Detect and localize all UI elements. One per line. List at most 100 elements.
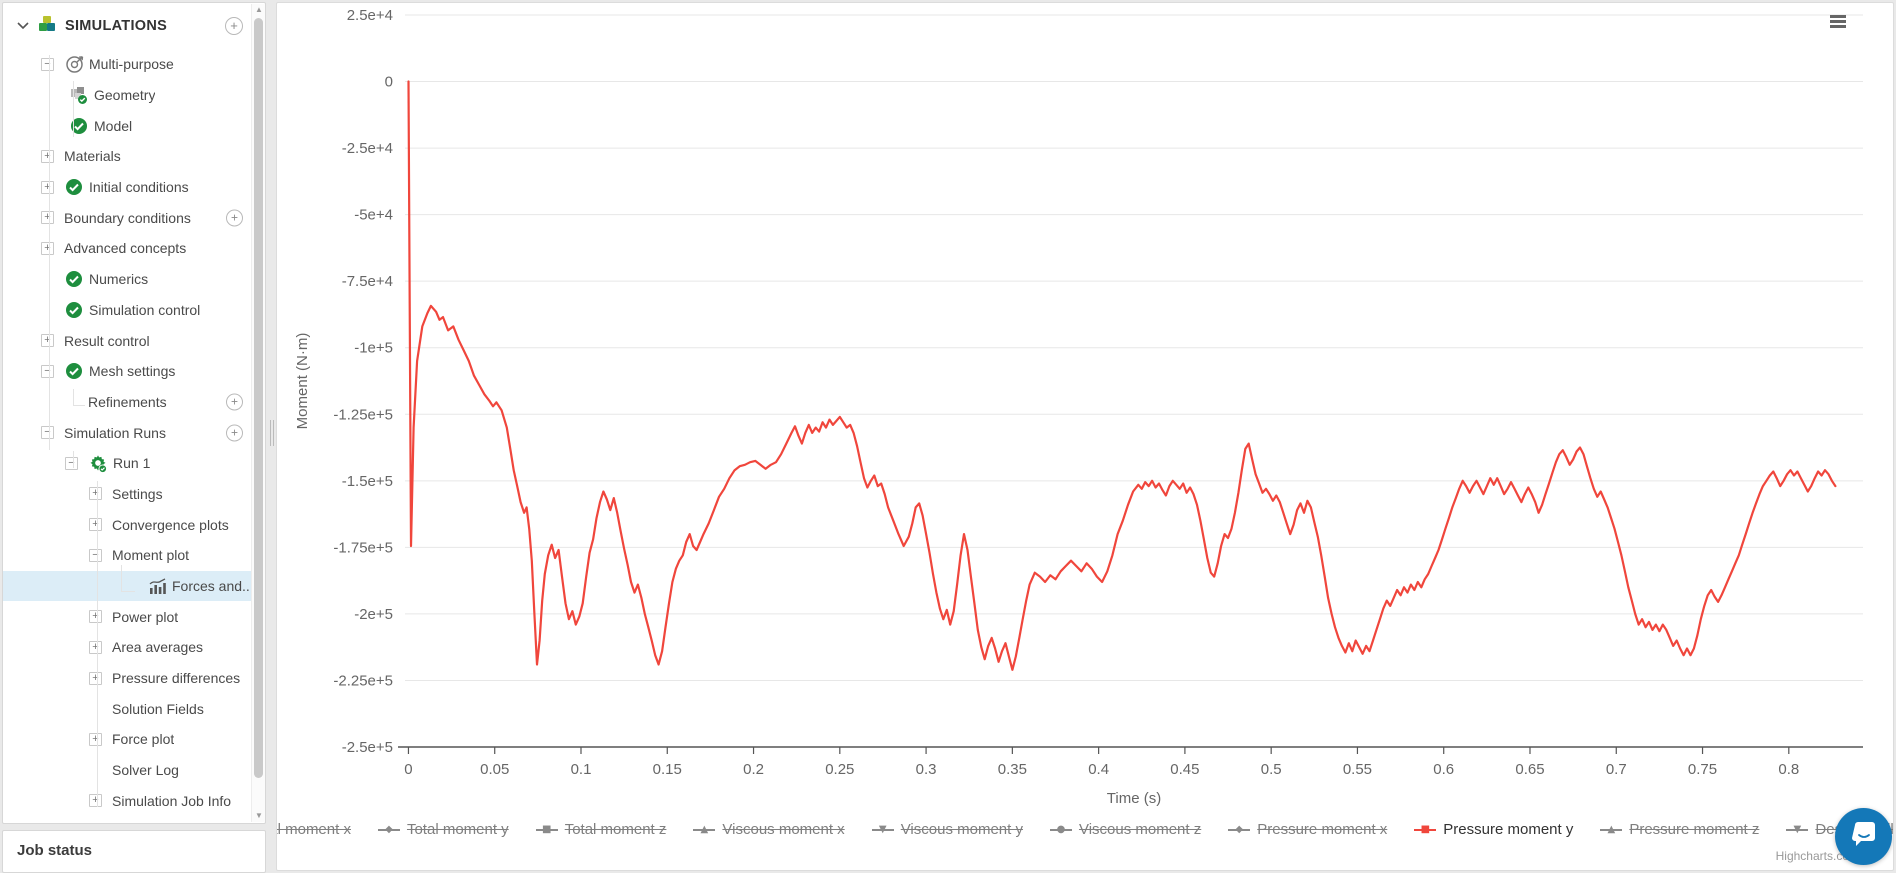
- add-button[interactable]: +: [226, 424, 243, 442]
- tree-item-settings[interactable]: + Settings: [3, 479, 265, 510]
- expander-minus-icon[interactable]: −: [41, 57, 54, 71]
- x-tick-label: 0.8: [1778, 761, 1799, 778]
- expander-minus-icon[interactable]: −: [89, 548, 102, 562]
- tree-item-simulation-control[interactable]: Simulation control: [3, 295, 265, 326]
- tree-item-label: Refinements: [88, 393, 167, 410]
- chat-bubble-button[interactable]: [1835, 808, 1892, 865]
- expander-plus-icon[interactable]: +: [41, 334, 54, 348]
- legend-item-viscous-moment-x[interactable]: ▲ Viscous moment x: [693, 821, 845, 838]
- tree-item-mesh-settings[interactable]: − Mesh settings: [3, 356, 265, 387]
- x-tick-label: 0.2: [743, 761, 764, 778]
- panel-resizer[interactable]: [268, 420, 275, 446]
- chevron-down-icon[interactable]: [15, 18, 31, 34]
- scroll-up-icon[interactable]: ▲: [255, 5, 263, 14]
- legend-item-pressure-moment-y[interactable]: ■ Pressure moment y: [1414, 821, 1573, 838]
- expander-plus-icon[interactable]: +: [89, 610, 102, 624]
- y-tick-label: -1.5e+5: [342, 473, 393, 490]
- expander-minus-icon[interactable]: −: [41, 364, 54, 378]
- series-line-pressure-moment-y[interactable]: [407, 80, 1837, 671]
- add-simulation-button[interactable]: +: [225, 17, 243, 35]
- tree-item-label: Multi-purpose: [89, 56, 174, 73]
- tree-item-solution-fields[interactable]: Solution Fields: [3, 693, 265, 724]
- chat-icon: [1850, 820, 1878, 853]
- tree-item-geometry[interactable]: Geometry: [3, 80, 265, 111]
- x-tick-label: 0.65: [1515, 761, 1544, 778]
- tree-item-area-averages[interactable]: + Area averages: [3, 632, 265, 663]
- legend-label: Viscous moment z: [1078, 821, 1202, 838]
- expander-plus-icon[interactable]: +: [89, 794, 102, 808]
- expander-minus-icon[interactable]: −: [41, 426, 54, 440]
- tree-item-label: Boundary conditions: [64, 209, 191, 226]
- tree-item-model[interactable]: Model: [3, 110, 265, 141]
- legend-label: Viscous moment y: [900, 821, 1023, 838]
- cubes-icon: [37, 14, 57, 39]
- tree-item-pressure-differences[interactable]: + Pressure differences: [3, 663, 265, 694]
- expander-plus-icon[interactable]: +: [41, 149, 54, 163]
- sidebar-scrollbar[interactable]: ▲ ▼: [251, 4, 265, 822]
- tree-item-power-plot[interactable]: + Power plot: [3, 601, 265, 632]
- legend-item-pressure-moment-z[interactable]: ▲ Pressure moment z: [1600, 821, 1759, 838]
- legend-item-pressure-moment-x[interactable]: ◆ Pressure moment x: [1228, 821, 1387, 838]
- tree-item-moment-plot[interactable]: − Moment plot: [3, 540, 265, 571]
- tree-item-label: Materials: [64, 148, 121, 165]
- expander-minus-icon[interactable]: −: [65, 456, 78, 470]
- chart-menu-button[interactable]: [1825, 12, 1851, 36]
- scroll-down-icon[interactable]: ▼: [255, 811, 263, 820]
- legend-label: Total moment y: [406, 821, 509, 838]
- legend-label: Viscous moment x: [722, 821, 845, 838]
- y-tick-label: -5e+4: [354, 207, 393, 224]
- legend-item-viscous-moment-z[interactable]: ● Viscous moment z: [1049, 821, 1202, 838]
- y-tick-label: -1e+5: [354, 340, 393, 357]
- y-tick-label: -2e+5: [354, 606, 393, 623]
- tree-connector: [73, 405, 85, 406]
- tree-item-solver-log[interactable]: Solver Log: [3, 755, 265, 786]
- job-status-panel[interactable]: Job status: [2, 830, 266, 873]
- tree-item-convergence-plots[interactable]: + Convergence plots: [3, 509, 265, 540]
- tree-item-label: Numerics: [89, 271, 149, 288]
- tree-connector: [73, 451, 74, 468]
- expander-plus-icon[interactable]: +: [89, 640, 102, 654]
- legend-item-viscous-moment-y[interactable]: ▼ Viscous moment y: [871, 821, 1023, 838]
- tree-item-label: Pressure differences: [112, 670, 241, 687]
- expander-plus-icon[interactable]: +: [89, 487, 102, 501]
- add-button[interactable]: +: [226, 393, 243, 411]
- tree-item-simulation-runs[interactable]: − Simulation Runs +: [3, 417, 265, 448]
- highcharts-credit[interactable]: Highcharts.com: [1775, 849, 1859, 863]
- tree-item-refinements[interactable]: Refinements +: [3, 387, 265, 418]
- tree-item-label: Force plot: [112, 731, 175, 748]
- y-tick-label: -1.75e+5: [333, 539, 393, 556]
- x-tick-label: 0.55: [1343, 761, 1372, 778]
- hamburger-icon: [1830, 15, 1846, 18]
- x-tick-label: 0.25: [825, 761, 854, 778]
- tree-item-boundary-conditions[interactable]: + Boundary conditions +: [3, 202, 265, 233]
- expander-plus-icon[interactable]: +: [41, 211, 54, 225]
- tree-item-materials[interactable]: + Materials: [3, 141, 265, 172]
- tree-item-numerics[interactable]: Numerics: [3, 264, 265, 295]
- legend-item-total-moment-z[interactable]: ■ Total moment z: [535, 821, 666, 838]
- tree-item-run-1[interactable]: − Run 1: [3, 448, 265, 479]
- tree-item-initial-conditions[interactable]: + Initial conditions: [3, 172, 265, 203]
- tree-item-multi-purpose[interactable]: − Multi-purpose: [3, 49, 265, 80]
- add-button[interactable]: +: [226, 209, 243, 227]
- check-icon: [66, 301, 82, 318]
- expander-plus-icon[interactable]: +: [89, 518, 102, 532]
- tree-item-label: Run 1: [113, 455, 151, 472]
- tree-item-label: Result control: [64, 332, 150, 349]
- expander-plus-icon[interactable]: +: [89, 671, 102, 685]
- expander-plus-icon[interactable]: +: [41, 180, 54, 194]
- expander-plus-icon[interactable]: +: [41, 241, 54, 255]
- x-tick-label: 0.3: [916, 761, 937, 778]
- geometry-icon: [71, 87, 87, 105]
- legend-square-marker: ■: [1414, 824, 1437, 836]
- tree-item-result-control[interactable]: + Result control: [3, 325, 265, 356]
- tree-item-label: Settings: [112, 485, 163, 502]
- tree-item-label: Solver Log: [112, 762, 179, 779]
- legend-item-total-moment-x[interactable]: ●Total moment x: [277, 821, 351, 838]
- tree-item-simulation-job-info[interactable]: + Simulation Job Info: [3, 786, 265, 817]
- tree-item-advanced-concepts[interactable]: + Advanced concepts: [3, 233, 265, 264]
- scrollbar-thumb[interactable]: [254, 18, 263, 778]
- expander-plus-icon[interactable]: +: [89, 732, 102, 746]
- tree-item-forces-and[interactable]: Forces and...: [3, 570, 265, 602]
- legend-item-total-moment-y[interactable]: ◆ Total moment y: [377, 821, 509, 838]
- tree-item-force-plot[interactable]: + Force plot: [3, 724, 265, 755]
